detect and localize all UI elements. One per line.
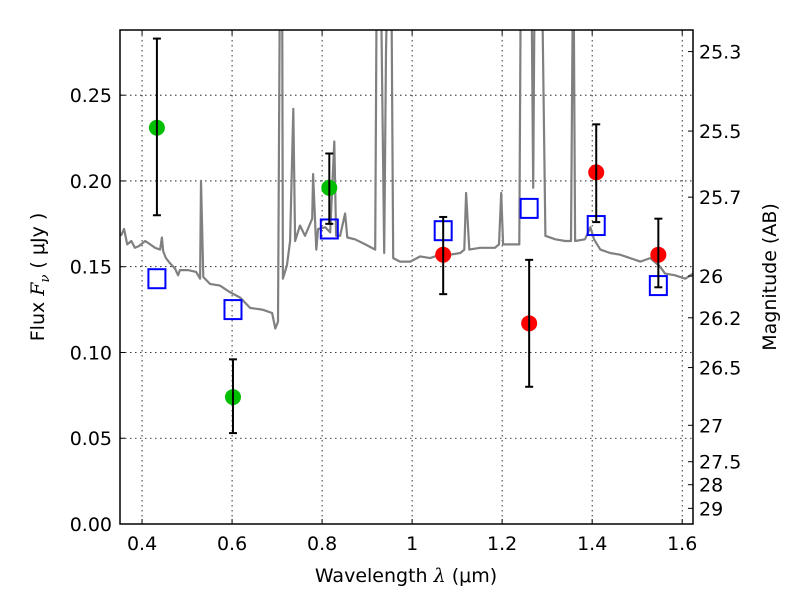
- y-tick-label: 0.25: [70, 85, 112, 107]
- y-tick-label: 0.15: [70, 257, 112, 279]
- plot-frame: [119, 29, 694, 525]
- y2-tick-label: 26.5: [699, 358, 741, 380]
- spectrum-line: [120, 30, 693, 330]
- x-tick-label: 1.2: [487, 533, 517, 555]
- x-tick-label: 1.4: [577, 533, 607, 555]
- y2-tick-label: 27.5: [699, 452, 741, 474]
- y2-tick-label: 26: [699, 266, 723, 288]
- y2-tick-label: 26.2: [699, 308, 741, 330]
- ticks: 0.4 0.6 0.8 1 1.2 1.4 1.6 0.00 0.05 0.10 0.15 0.20 0…: [70, 30, 741, 555]
- y2-axis-label: Magnitude (AB): [759, 203, 781, 351]
- x-tick-label: 0.4: [127, 533, 157, 555]
- spectrum-layer: [120, 30, 693, 330]
- x-tick-label: 1.6: [667, 533, 697, 555]
- x-axis-label: Wavelength λ (μm): [315, 565, 497, 587]
- y2-tick-label: 25.3: [699, 42, 741, 64]
- y2-tick-label: 25.7: [699, 187, 741, 209]
- x-tick-label: 0.6: [217, 533, 247, 555]
- y2-tick-label: 28: [699, 475, 723, 497]
- y-tick-label: 0.10: [70, 342, 112, 364]
- model-square-marker: [223, 299, 243, 321]
- y-tick-label: 0.05: [70, 428, 112, 450]
- points-layer: [147, 37, 668, 435]
- model-square-marker: [519, 197, 539, 219]
- x-tick-label: 1: [406, 533, 418, 555]
- grid: [120, 30, 693, 524]
- y-tick-label: 0.20: [70, 171, 112, 193]
- model-square-marker: [147, 268, 167, 290]
- x-tick-label: 0.8: [307, 533, 337, 555]
- y2-tick-label: 25.5: [699, 121, 741, 143]
- y2-tick-label: 27: [699, 415, 723, 437]
- y2-tick-label: 29: [699, 498, 723, 520]
- y-tick-label: 0.00: [70, 514, 112, 536]
- y-axis-label: Flux Fν ( μJy ): [27, 213, 53, 342]
